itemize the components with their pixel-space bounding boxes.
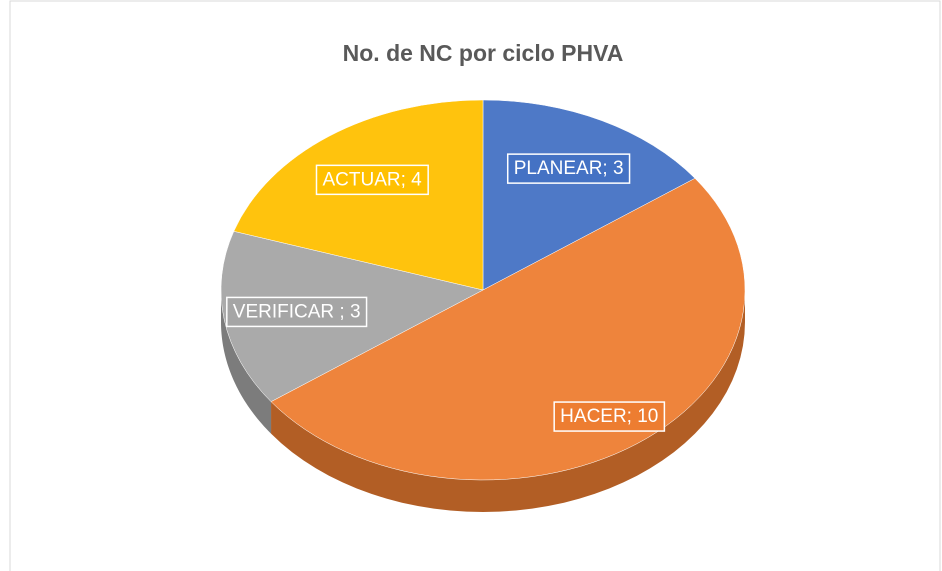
slice-side xyxy=(221,290,272,434)
pie-slice xyxy=(482,99,696,291)
data-label-text: ACTUAR; 4 xyxy=(322,169,422,190)
data-label: VERIFICAR ; 3 xyxy=(226,296,368,328)
chart-title: No. de NC por ciclo PHVA xyxy=(343,40,624,66)
data-label-text: PLANEAR; 3 xyxy=(514,158,624,179)
data-label: ACTUAR; 4 xyxy=(315,164,429,196)
data-label-text: HACER; 10 xyxy=(560,406,658,427)
data-label-box xyxy=(553,401,666,432)
data-label-box xyxy=(226,296,368,328)
data-label: HACER; 10 xyxy=(553,401,666,432)
data-label-box xyxy=(315,164,429,196)
data-label-text: VERIFICAR ; 3 xyxy=(233,301,361,322)
slice-side xyxy=(271,290,745,512)
data-label-box xyxy=(506,153,631,184)
data-label: PLANEAR; 3 xyxy=(506,153,631,184)
